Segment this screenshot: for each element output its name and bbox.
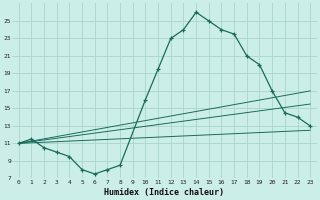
- X-axis label: Humidex (Indice chaleur): Humidex (Indice chaleur): [104, 188, 224, 197]
